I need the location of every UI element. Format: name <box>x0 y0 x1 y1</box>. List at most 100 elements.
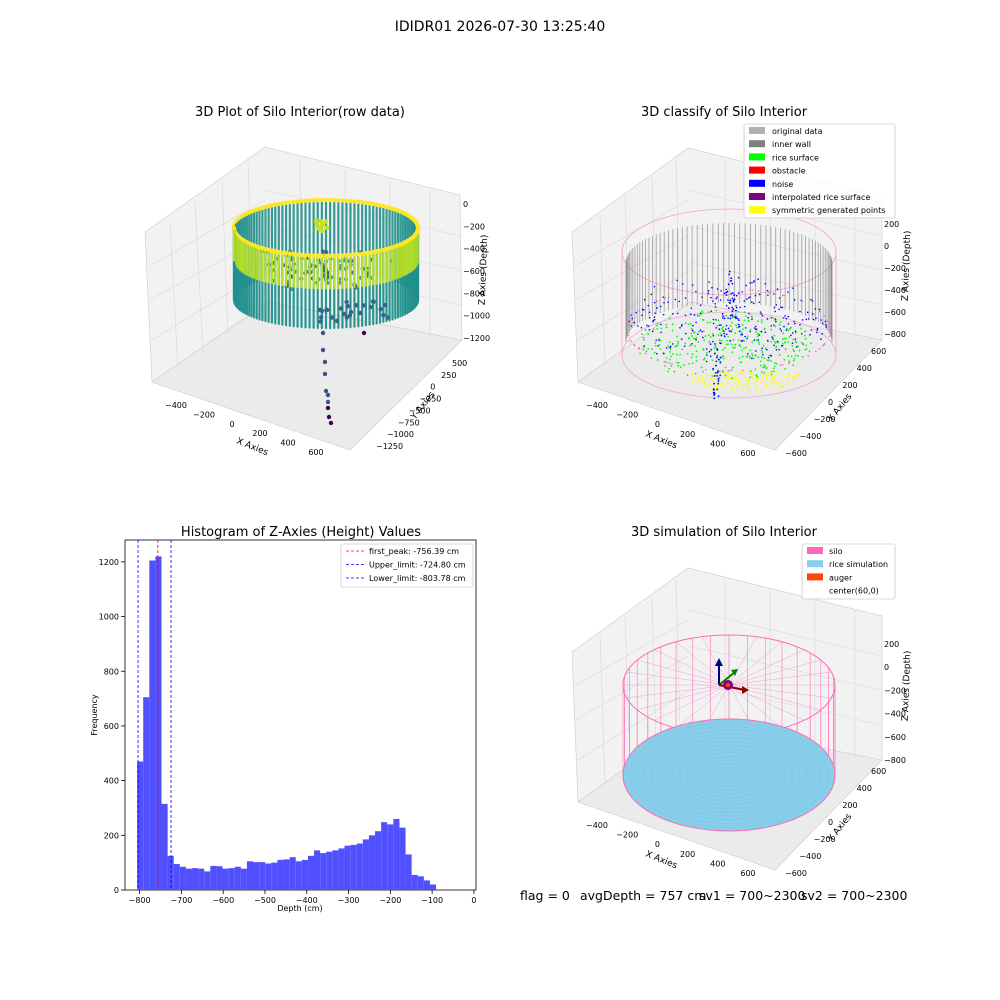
data-point <box>727 377 729 379</box>
data-point <box>763 366 766 369</box>
tick-label: 500 <box>452 359 467 368</box>
legend-swatch <box>807 560 823 568</box>
data-point <box>659 305 662 308</box>
data-point <box>311 253 316 258</box>
data-point <box>722 317 724 319</box>
histogram-reference-lines <box>137 540 172 890</box>
data-point <box>663 301 665 304</box>
data-point <box>731 314 733 316</box>
data-point <box>785 327 788 330</box>
tick-label: 0 <box>229 420 234 429</box>
data-point <box>717 378 720 381</box>
data-point <box>762 366 764 369</box>
tick-label: 400 <box>710 859 725 868</box>
data-point <box>722 385 725 388</box>
data-point <box>711 375 714 377</box>
data-point <box>727 299 729 301</box>
histogram-bar <box>387 824 394 890</box>
data-point <box>645 350 648 353</box>
data-point <box>669 346 672 349</box>
data-point <box>733 294 736 296</box>
data-point <box>643 345 646 347</box>
data-point <box>755 328 757 331</box>
data-point <box>691 329 694 332</box>
tick-label: 400 <box>857 364 872 373</box>
simulation-z-label: Z Axies (Depth) <box>901 651 913 722</box>
data-point <box>754 325 757 328</box>
data-point <box>699 329 702 332</box>
data-point <box>676 361 678 364</box>
data-point <box>668 341 671 344</box>
data-point <box>659 299 661 301</box>
data-point <box>814 308 817 310</box>
data-point <box>653 285 656 288</box>
classify-y-label: Y Axies <box>826 392 855 425</box>
tick-label: 200 <box>842 801 857 810</box>
data-point <box>757 339 760 341</box>
data-point <box>731 292 734 294</box>
data-point <box>778 348 780 351</box>
data-point <box>757 278 759 281</box>
data-point <box>732 300 735 303</box>
data-point <box>741 333 744 336</box>
tick-label: −500 <box>409 406 431 415</box>
histogram-bar <box>222 868 229 890</box>
data-point <box>677 342 679 345</box>
silo-roof-line <box>728 649 805 686</box>
data-point <box>718 388 721 391</box>
data-point <box>318 315 324 320</box>
data-point <box>746 388 749 390</box>
x-tick-label: −800 <box>129 896 151 905</box>
data-point <box>323 225 328 230</box>
data-point <box>743 300 746 302</box>
classify-points <box>621 208 837 400</box>
data-point <box>719 332 722 335</box>
data-point <box>725 288 727 291</box>
data-point <box>816 329 819 331</box>
data-point <box>770 373 773 376</box>
data-point <box>705 368 707 371</box>
data-point <box>714 387 717 390</box>
data-point <box>749 330 751 333</box>
data-point <box>743 311 746 314</box>
data-point <box>741 324 744 327</box>
data-point <box>756 375 758 378</box>
data-point <box>683 364 685 366</box>
histogram-legend-items: first_peak: -756.39 cm Upper_limit: -724.… <box>346 547 466 583</box>
data-point <box>686 372 689 375</box>
data-point <box>727 382 730 385</box>
data-point <box>700 366 703 369</box>
tick-label: −400 <box>586 821 608 830</box>
data-point <box>784 367 787 370</box>
data-point <box>799 324 801 326</box>
data-point <box>667 345 669 348</box>
data-point <box>717 334 720 337</box>
data-point <box>691 353 694 356</box>
data-point <box>719 374 722 377</box>
data-point <box>755 384 758 387</box>
data-point <box>764 347 767 350</box>
data-point <box>692 324 694 327</box>
footer-sv1: sv1 = 700~2300 <box>699 888 805 903</box>
data-point <box>727 327 730 330</box>
data-point <box>629 319 631 322</box>
data-point <box>761 351 764 354</box>
data-point <box>724 374 727 377</box>
simulation-y-label: Y Axies <box>826 812 855 845</box>
data-point <box>778 308 780 311</box>
tick-label: −200 <box>463 222 485 231</box>
data-point <box>356 199 361 204</box>
data-point <box>828 322 830 324</box>
data-point <box>790 326 792 329</box>
data-point <box>829 326 832 328</box>
data-point <box>784 341 787 344</box>
tick-label: −400 <box>586 401 608 410</box>
data-point <box>816 327 819 330</box>
data-point <box>829 330 832 333</box>
data-point <box>760 371 763 373</box>
data-point <box>793 299 796 301</box>
silo-roof-line <box>728 636 757 686</box>
data-point <box>768 354 771 357</box>
data-point <box>775 320 777 323</box>
